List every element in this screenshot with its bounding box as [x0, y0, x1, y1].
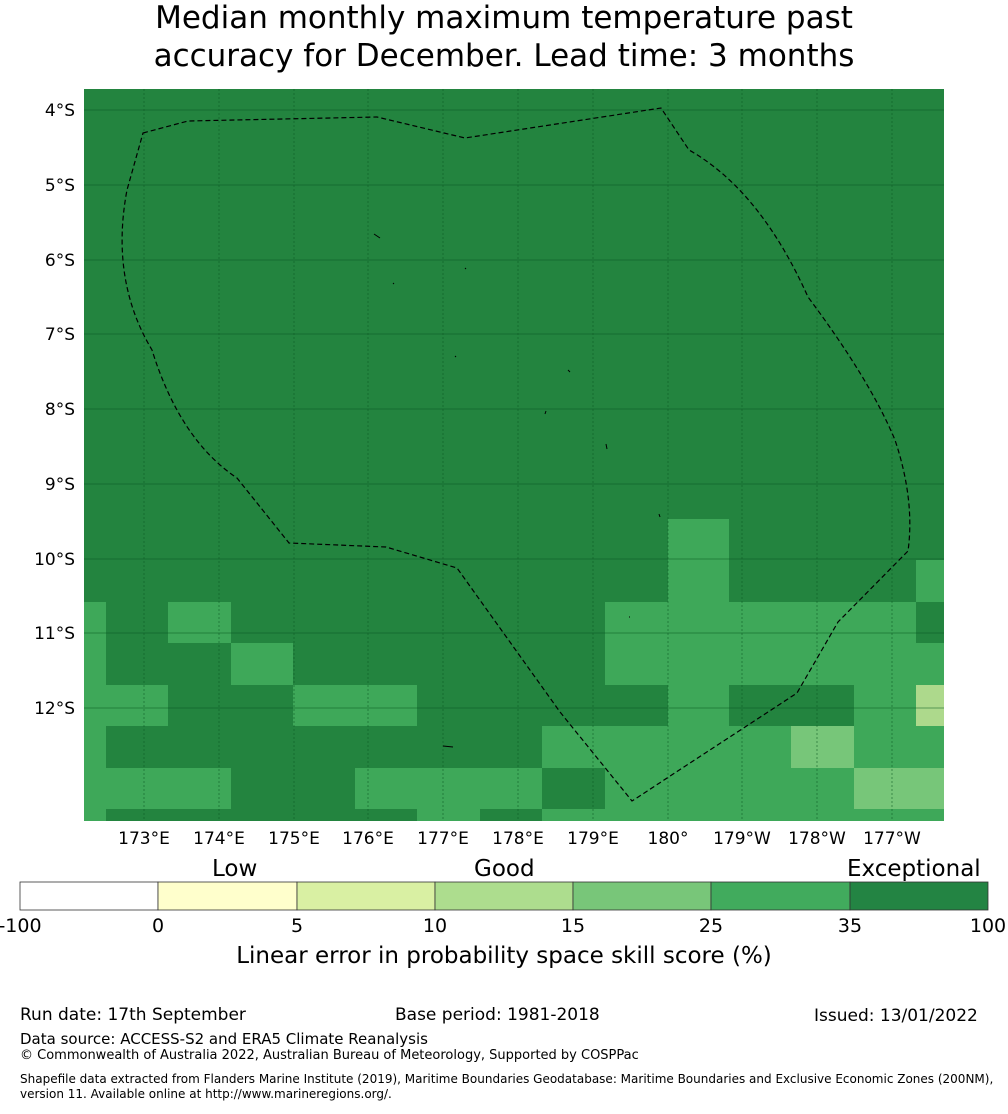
longitude-labels: 173°E 174°E 175°E 176°E 177°E 178°E 179°E 180° 1… [118, 829, 921, 849]
latitude-labels: 4°S 5°S 6°S 7°S 8°S 9°S 10°S 11°S 12°S [34, 101, 75, 719]
latitude-label: 6°S [45, 251, 75, 271]
island [605, 443, 608, 450]
skill-cell [542, 726, 791, 768]
colorbar-box [434, 881, 574, 911]
colorbar-tick-label: 0 [152, 915, 164, 937]
skill-cell [791, 726, 854, 768]
skill-cell [605, 768, 854, 809]
skill-cell [84, 726, 106, 768]
data-source: Data source: ACCESS-S2 and ERA5 Climate … [20, 1030, 428, 1048]
skill-cells [84, 519, 944, 821]
skill-cell [916, 643, 944, 685]
colorbar-tick-label: 35 [838, 915, 862, 937]
longitude-label: 177°W [863, 829, 921, 849]
longitude-label: 178°E [492, 829, 544, 849]
skill-cell [84, 685, 168, 726]
colorbar-box [19, 881, 159, 911]
island [464, 267, 467, 270]
longitude-label: 179°E [567, 829, 619, 849]
longitude-label: 180° [648, 829, 689, 849]
colorbar-box [296, 881, 436, 911]
colorbar-tick-label: 100 [970, 915, 1006, 937]
chart-title-line-2: accuracy for December. Lead time: 3 mont… [153, 38, 855, 74]
skill-cell [293, 685, 417, 726]
skill-cell [84, 809, 106, 821]
island [442, 745, 454, 748]
category-low: Low [212, 856, 258, 882]
category-good: Good [474, 856, 535, 882]
island [373, 233, 381, 239]
longitude-label: 173°E [118, 829, 170, 849]
longitude-label: 176°E [342, 829, 394, 849]
latitude-label: 7°S [45, 325, 75, 345]
colorbar-tick-label: 10 [423, 915, 447, 937]
skill-cell [168, 602, 231, 643]
skill-cell [84, 602, 106, 685]
map-background [84, 89, 944, 821]
skill-cell [417, 809, 480, 821]
islands [373, 233, 661, 748]
skill-cell [668, 519, 729, 602]
colorbar-title: Linear error in probability space skill … [236, 943, 772, 969]
latitude-label: 4°S [45, 101, 75, 121]
colorbar-box [849, 881, 989, 911]
colorbar-boxes [19, 881, 989, 911]
longitude-label: 179°W [713, 829, 771, 849]
copyright: © Commonwealth of Australia 2022, Austra… [20, 1048, 639, 1063]
skill-cell [916, 685, 944, 726]
longitude-label: 175°E [268, 829, 320, 849]
longitude-label: 178°W [788, 829, 846, 849]
category-exceptional: Exceptional [847, 856, 981, 882]
latitude-label: 9°S [45, 475, 75, 495]
colorbar: -100 0 5 10 15 25 35 100 [0, 881, 1006, 937]
skill-cell [854, 768, 944, 809]
colorbar-box [710, 881, 851, 911]
latitude-label: 12°S [34, 699, 75, 719]
colorbar-tick-label: 5 [291, 915, 303, 937]
skill-cell [916, 560, 944, 602]
skill-cell [84, 768, 231, 809]
skill-cell [854, 726, 944, 768]
skill-cell [355, 768, 542, 809]
chart-title-line-1: Median monthly maximum temperature past [155, 0, 853, 36]
colorbar-tick-label: -100 [0, 915, 42, 937]
longitude-label: 174°E [193, 829, 245, 849]
island [392, 282, 395, 285]
run-date: Run date: 17th September [20, 1005, 246, 1025]
graticule [84, 89, 944, 821]
latitude-label: 11°S [34, 624, 75, 644]
colorbar-box [157, 881, 298, 911]
longitude-label: 177°E [417, 829, 469, 849]
shapefile-credit: Shapefile data extracted from Flanders M… [20, 1072, 994, 1101]
skill-cell [605, 602, 916, 685]
island [544, 410, 547, 415]
island [567, 369, 571, 373]
skill-cell [854, 685, 916, 726]
latitude-label: 10°S [34, 550, 75, 570]
island [454, 355, 457, 358]
base-period: Base period: 1981-2018 [395, 1005, 600, 1025]
colorbar-tick-label: 15 [561, 915, 585, 937]
skill-cell [542, 809, 944, 821]
latitude-label: 8°S [45, 400, 75, 420]
colorbar-box [572, 881, 712, 911]
latitude-label: 5°S [45, 176, 75, 196]
skill-cell [668, 685, 729, 726]
colorbar-tick-label: 25 [699, 915, 723, 937]
island [658, 513, 661, 518]
colorbar-ticks: -100 0 5 10 15 25 35 100 [0, 915, 1006, 937]
skill-cell [231, 643, 293, 685]
issued-date: Issued: 13/01/2022 [814, 1006, 978, 1026]
